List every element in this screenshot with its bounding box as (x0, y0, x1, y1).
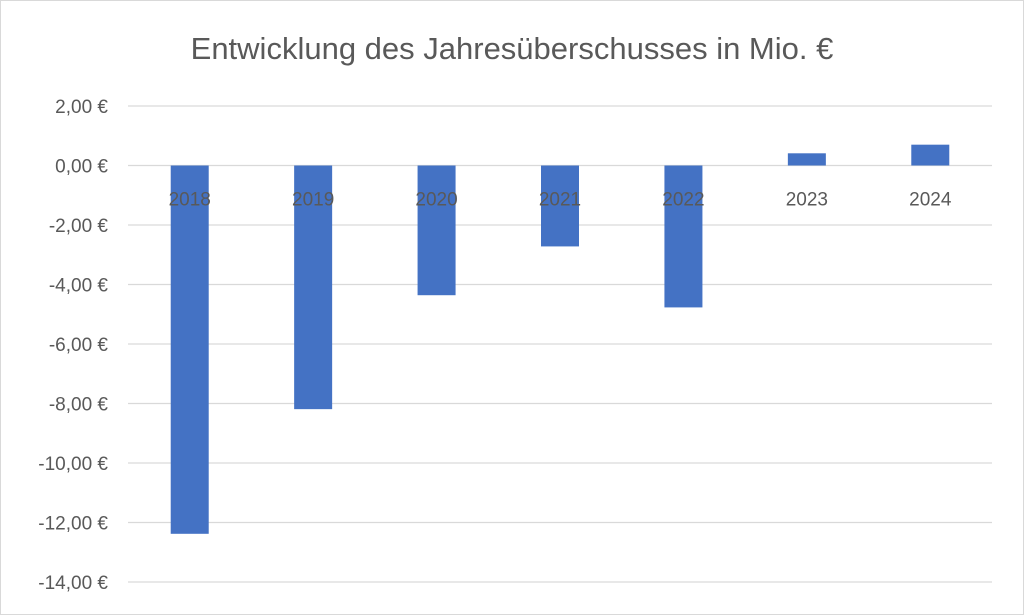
chart-title: Entwicklung des Jahresüberschusses in Mi… (191, 31, 834, 66)
bar-2022 (664, 165, 703, 308)
y-tick-label: 0,00 € (55, 157, 108, 178)
bar-2021 (541, 165, 579, 247)
x-tick-label: 2023 (786, 190, 828, 211)
y-tick-label: -2,00 € (49, 216, 109, 237)
y-tick-label: -10,00 € (38, 454, 108, 475)
x-tick-label: 2018 (169, 190, 211, 211)
x-tick-label: 2021 (539, 190, 581, 211)
bar-2018 (170, 165, 209, 534)
bar-2023 (787, 153, 826, 166)
y-tick-label: -14,00 € (38, 573, 108, 594)
bar-2019 (294, 165, 333, 410)
x-tick-label: 2019 (292, 190, 334, 211)
bar-2020 (417, 165, 456, 296)
x-tick-label: 2024 (909, 190, 952, 211)
x-tick-label: 2020 (415, 190, 457, 211)
y-tick-label: -12,00 € (38, 514, 108, 535)
bar-2024 (911, 144, 950, 166)
y-tick-label: -8,00 € (49, 395, 109, 416)
y-tick-label: -4,00 € (49, 276, 109, 297)
y-tick-label: 2,00 € (55, 97, 108, 118)
x-tick-label: 2022 (662, 190, 704, 211)
y-tick-label: -6,00 € (49, 335, 109, 356)
